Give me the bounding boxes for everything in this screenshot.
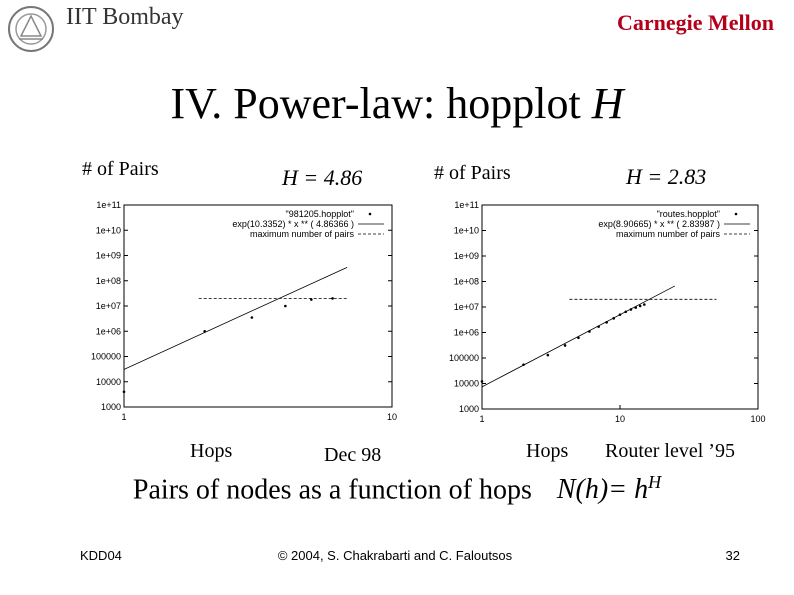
- footer-page-number: 32: [725, 548, 740, 563]
- chart1-fit-line: [123, 266, 348, 370]
- chart1-y-tick-label: 100000: [91, 352, 121, 362]
- chart1-legend-marker: [368, 212, 372, 216]
- date-note: Dec 98: [324, 444, 382, 466]
- chart2-data-point: [643, 303, 646, 306]
- chart1-x-tick-label: 1: [121, 412, 126, 422]
- chart1-data-point: [331, 297, 334, 300]
- hopplot-chart-1: 1000 10000 100000 1e+06 1e+07 1e+08 1e+09 1e+10…: [91, 200, 397, 422]
- chart2-y-tick-label: 1e+07: [454, 302, 479, 312]
- chart1-legend-label: maximum number of pairs: [250, 229, 355, 239]
- chart2-y-tick-label: 1e+11: [454, 200, 479, 210]
- chart1-data-point: [284, 304, 287, 308]
- chart1-y-tick-label: 1000: [101, 402, 121, 412]
- institution-name: IIT Bombay: [66, 4, 184, 30]
- chart1-data-point: [310, 298, 313, 301]
- chart2-legend-marker: [734, 212, 738, 216]
- chart2-data-point: [480, 380, 484, 383]
- chart2-data-point: [638, 304, 642, 308]
- slide-subtitle: Pairs of nodes as a function of hops N(h…: [0, 472, 794, 506]
- chart2-x-tick-label: 100: [750, 414, 765, 424]
- chart2-title: H = 2.83: [626, 164, 707, 189]
- footer-venue: KDD04: [80, 548, 122, 563]
- chart1-ylabel: # of Pairs: [82, 158, 159, 180]
- chart1-y-tick-label: 10000: [96, 377, 121, 387]
- slide-title: IV. Power-law: hopplot H: [0, 78, 794, 129]
- chart2-fit-line: [481, 285, 676, 388]
- chart2-y-tick-label: 1e+10: [454, 226, 479, 236]
- footer-copyright: © 2004, S. Chakrabarti and C. Faloutsos: [277, 548, 513, 563]
- chart1-y-tick-label: 1e+08: [96, 276, 121, 286]
- chart1-x-tick-label: 10: [387, 412, 397, 422]
- subtitle-text: Pairs of nodes as a function of hops: [132, 474, 532, 506]
- router-note: Router level ’95: [605, 440, 735, 462]
- chart2-y-tick-label: 10000: [454, 379, 479, 389]
- chart1-title: H = 4.86: [282, 165, 363, 190]
- chart2-y-tick-label: 1e+06: [454, 328, 479, 338]
- chart1-y-tick-label: 1e+09: [96, 251, 121, 261]
- chart1-legend-label: "981205.hopplot": [286, 209, 354, 219]
- chart2-x-tick-label: 1: [479, 414, 484, 424]
- chart2-xlabel: Hops: [526, 440, 569, 462]
- partner-name: Carnegie Mellon: [616, 10, 774, 35]
- hopplot-chart-2: 1000 10000 100000 1e+06 1e+07 1e+08 1e+09 1e+10…: [449, 200, 766, 424]
- chart2-ylabel: # of Pairs: [434, 162, 511, 184]
- chart2-legend-label: exp(8.90665) * x ** ( 2.83987 ): [598, 219, 720, 229]
- slide-title-main: IV. Power-law: hopplot: [170, 79, 581, 128]
- chart2-y-tick-label: 1e+09: [454, 251, 479, 261]
- chart1-data-point: [250, 316, 254, 319]
- chart1-y-tick-label: 1e+10: [96, 225, 121, 235]
- chart1-y-tick-label: 1e+11: [96, 200, 121, 210]
- chart1-y-tick-label: 1e+07: [96, 301, 121, 311]
- chart2-data-point: [546, 353, 550, 357]
- chart2-data-point: [563, 344, 567, 347]
- formula-exponent: H: [648, 472, 662, 492]
- formula-lhs: N(h)= h: [556, 474, 649, 506]
- chart1-y-tick-label: 1e+06: [96, 326, 121, 336]
- chart2-legend-label: "routes.hopplot": [657, 209, 720, 219]
- chart2-y-tick-label: 1000: [459, 404, 479, 414]
- slide-title-variable: H: [591, 79, 624, 128]
- chart2-x-tick-label: 10: [615, 414, 625, 424]
- chart1-legend-label: exp(10.3352) * x ** ( 4.86366 ): [232, 219, 354, 229]
- iit-bombay-logo-icon: [8, 6, 54, 52]
- chart2-y-tick-label: 1e+08: [454, 277, 479, 287]
- chart2-y-tick-label: 100000: [449, 353, 479, 363]
- chart1-data-point: [122, 390, 126, 394]
- chart1-xlabel: Hops: [190, 440, 233, 462]
- chart2-legend-label: maximum number of pairs: [616, 229, 721, 239]
